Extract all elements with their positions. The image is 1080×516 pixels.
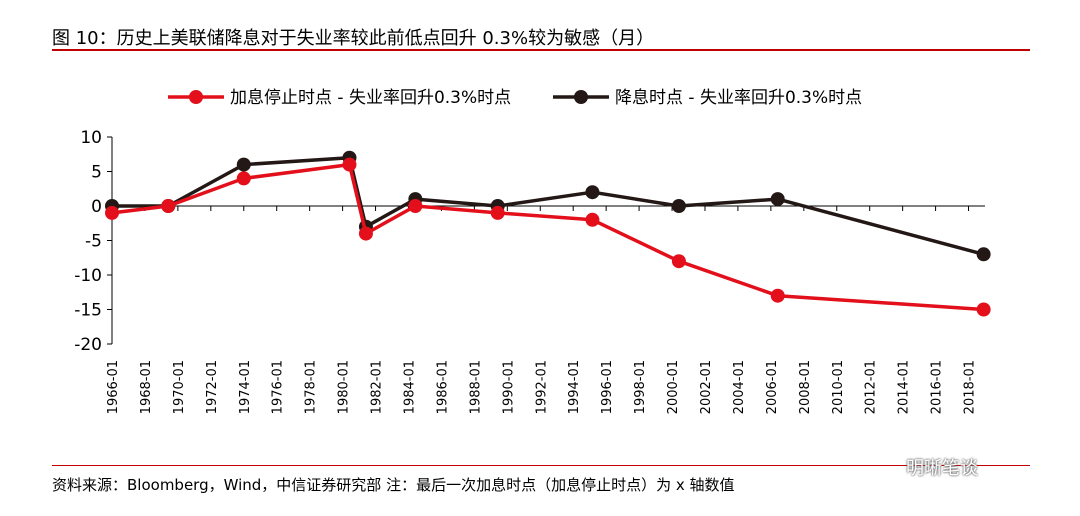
data-point [161, 199, 176, 213]
x-tick-label: 2002-01 [699, 360, 714, 414]
x-tick-label: 1994-01 [567, 360, 582, 414]
chart-legend: 加息停止时点 - 失业率回升0.3%时点 降息时点 - 失业率回升0.3%时点 [168, 88, 862, 108]
x-tick-label: 1992-01 [534, 360, 549, 414]
y-tick-label: -20 [74, 335, 102, 355]
x-tick-label: 2018-01 [963, 360, 978, 414]
x-tick-label: 1976-01 [271, 360, 286, 414]
watermark: 明晰笔谈 [906, 458, 978, 479]
y-tick-label: 10 [80, 128, 102, 148]
x-tick-label: 2016-01 [930, 360, 945, 414]
data-point [236, 157, 251, 172]
data-point [770, 288, 785, 303]
x-tick-label: 1966-01 [106, 360, 121, 414]
data-point [976, 247, 991, 262]
source-note: 资料来源：Bloomberg，Wind，中信证券研究部 注：最后一次加息时点（加… [52, 476, 735, 494]
x-tick-label: 2012-01 [864, 360, 879, 414]
x-tick-label: 1974-01 [238, 360, 253, 414]
data-point [236, 171, 251, 186]
x-tick-label: 1970-01 [172, 360, 187, 414]
title-rule [52, 49, 1030, 51]
legend-marker [189, 90, 203, 104]
y-tick-label: -10 [74, 266, 102, 286]
x-tick-label: 1988-01 [468, 360, 483, 414]
data-point [770, 192, 785, 207]
x-tick-label: 1996-01 [600, 360, 615, 414]
x-tick-label: 1978-01 [304, 360, 319, 414]
data-point [585, 212, 600, 227]
data-point [671, 254, 686, 269]
data-point [585, 185, 600, 200]
y-tick-label: -15 [74, 301, 102, 321]
series-line [111, 162, 984, 312]
data-point [342, 157, 357, 172]
y-tick-labels: 10 5 0 -5 -10 -15 -20 [74, 128, 102, 355]
data-point [408, 199, 423, 213]
chart-series [105, 150, 991, 317]
footer-rule [52, 465, 1030, 466]
x-tick-label: 2004-01 [732, 360, 747, 414]
x-tick-label: 2006-01 [765, 360, 780, 414]
x-tick-label: 1982-01 [370, 360, 385, 414]
legend-marker [574, 90, 588, 104]
x-tick-label: 2000-01 [666, 360, 681, 414]
data-point [105, 205, 119, 220]
y-tick-label: 0 [91, 197, 102, 217]
x-tick-label: 2008-01 [798, 360, 813, 414]
x-tick-label: 2014-01 [897, 360, 912, 414]
legend-label: 加息停止时点 - 失业率回升0.3%时点 [230, 88, 511, 108]
data-point [671, 199, 686, 213]
data-point [976, 302, 991, 317]
x-tick-label: 1980-01 [337, 360, 352, 414]
data-point [490, 205, 505, 220]
x-tick-label: 1968-01 [139, 360, 154, 414]
x-tick-label: 1998-01 [633, 360, 648, 414]
data-point [358, 226, 373, 241]
y-tick-label: -5 [85, 232, 102, 252]
legend-label: 降息时点 - 失业率回升0.3%时点 [615, 88, 862, 108]
x-tick-label: 1972-01 [205, 360, 220, 414]
series-1 [105, 157, 991, 317]
x-tick-label: 1986-01 [435, 360, 450, 414]
x-tick-label: 1984-01 [402, 360, 417, 414]
x-tick-label: 1990-01 [501, 360, 516, 414]
x-tick-labels: 1966-01 1968-01 1970-01 1972-01 1974-01 1976-… [106, 360, 978, 414]
x-tick-label: 2010-01 [831, 360, 846, 414]
y-tick-label: 5 [91, 163, 102, 183]
chart-title: 图 10：历史上美联储降息对于失业率较此前低点回升 0.3%较为敏感（月） [52, 28, 655, 49]
